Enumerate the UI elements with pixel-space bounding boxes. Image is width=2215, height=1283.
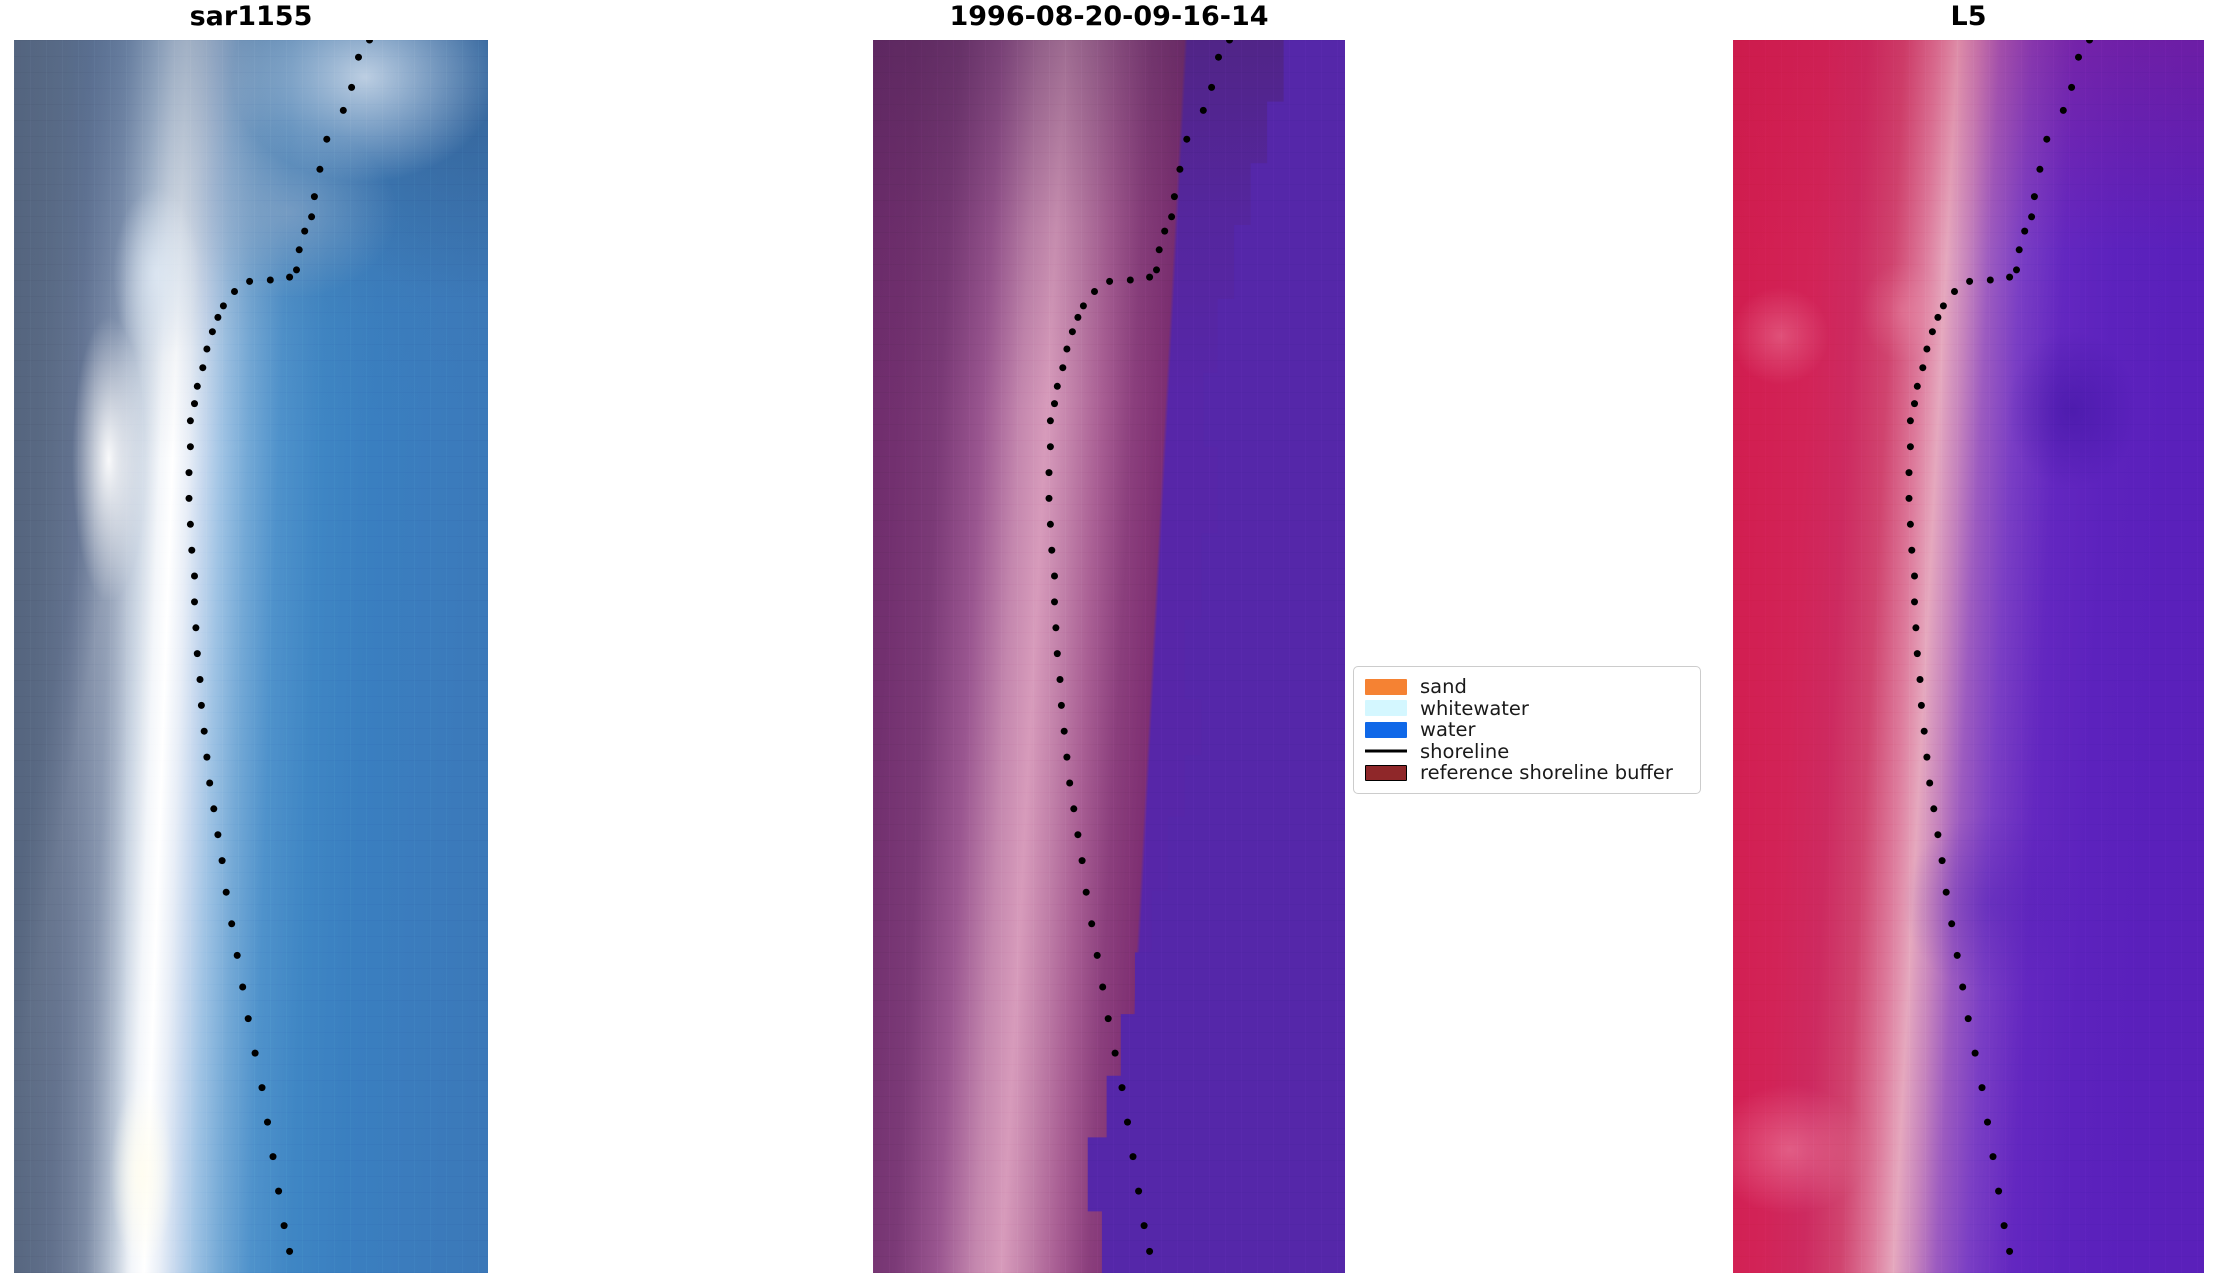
legend-label-water: water bbox=[1420, 718, 1476, 741]
legend-label-shoreline: shoreline bbox=[1420, 739, 1510, 763]
sar-shoreline-overlay bbox=[185, 40, 373, 1255]
panel-l5: L5 bbox=[1733, 0, 2204, 1273]
panel-classified: 1996-08-20-09-16-14 bbox=[873, 0, 1345, 1273]
sand-color-swatch bbox=[1365, 678, 1407, 695]
legend-item-sand: sand bbox=[1365, 676, 1687, 698]
shoreline-line-swatch bbox=[1365, 743, 1407, 759]
legend-item-whitewater: whitewater bbox=[1365, 696, 1687, 720]
classified-pixel-mosaic bbox=[873, 40, 1345, 1273]
legend-item-reference-shoreline-buffer: reference shoreline buffer bbox=[1365, 762, 1687, 784]
legend-label-whitewater: whitewater bbox=[1420, 696, 1529, 720]
reference-shoreline-buffer-swatch bbox=[1365, 764, 1407, 781]
legend-item-water: water bbox=[1365, 719, 1687, 741]
panel-image-classified bbox=[873, 40, 1345, 1273]
panel-sar: sar1155 bbox=[14, 0, 488, 1273]
panel-title-l5: L5 bbox=[1950, 1, 1987, 32]
l5-pixel-mosaic bbox=[1733, 40, 2204, 1273]
legend-label-reference-shoreline-buffer: reference shoreline buffer bbox=[1420, 761, 1673, 784]
panel-title-sar: sar1155 bbox=[189, 1, 313, 32]
l5-shoreline-overlay bbox=[1905, 40, 2093, 1255]
sar-pixel-mosaic bbox=[14, 40, 488, 1273]
panel-image-sar bbox=[14, 40, 488, 1273]
sar-bright-beach-layer bbox=[14, 40, 488, 1273]
legend-label-sand: sand bbox=[1420, 675, 1467, 698]
classified-shoreline-overlay bbox=[1045, 40, 1233, 1255]
panel-title-classified: 1996-08-20-09-16-14 bbox=[949, 1, 1269, 32]
panel-image-l5 bbox=[1733, 40, 2204, 1273]
l5-texture-layer bbox=[1733, 40, 2204, 1273]
legend: sand whitewater water shoreline referenc… bbox=[1353, 666, 1701, 794]
legend-item-shoreline: shoreline bbox=[1365, 739, 1687, 763]
water-color-swatch bbox=[1365, 721, 1407, 738]
whitewater-color-swatch bbox=[1365, 700, 1407, 717]
